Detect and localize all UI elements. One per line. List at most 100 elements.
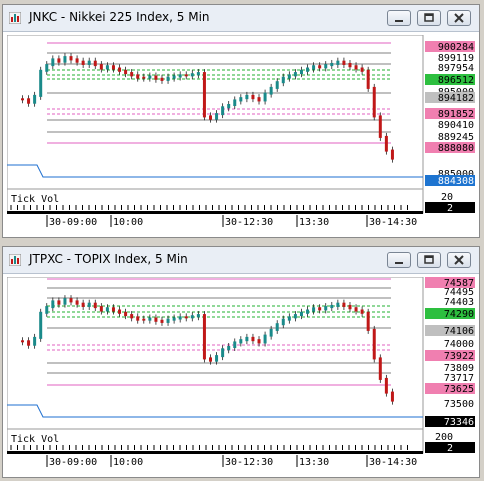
price-label: 74587 <box>444 278 474 289</box>
close-button[interactable] <box>447 252 471 268</box>
candle <box>287 74 291 79</box>
minimize-button[interactable] <box>387 10 411 26</box>
support-line <box>7 404 423 418</box>
candle <box>312 65 316 70</box>
candle <box>209 357 212 362</box>
candle <box>130 72 134 77</box>
restore-button[interactable] <box>417 10 441 26</box>
candle <box>45 64 49 72</box>
price-label-bg <box>425 92 475 103</box>
candle <box>306 309 310 314</box>
title-bar[interactable]: JNKC - Nikkei 225 Index, 5 Min <box>3 5 479 32</box>
candle <box>148 317 152 321</box>
candle <box>51 58 55 67</box>
minimize-icon <box>395 20 403 22</box>
candle <box>196 314 200 318</box>
price-label: 74000 <box>444 339 474 350</box>
candle <box>81 302 85 307</box>
candle <box>245 94 249 100</box>
candle <box>75 58 79 63</box>
candle <box>227 346 231 351</box>
candle <box>384 377 388 394</box>
candle <box>324 64 328 69</box>
minimize-icon <box>395 262 403 264</box>
candle <box>93 60 97 67</box>
candle <box>130 314 134 319</box>
restore-button[interactable] <box>417 252 441 268</box>
chart-window-topix[interactable]: JTPXC - TOPIX Index, 5 Min 74587 74495 744… <box>2 246 480 478</box>
price-label-bg <box>425 277 475 288</box>
candle <box>312 307 316 312</box>
candle <box>154 317 158 322</box>
candle <box>21 98 24 101</box>
price-label: 73625 <box>444 384 474 395</box>
candle <box>378 357 382 380</box>
candle <box>166 76 170 81</box>
chart-window-nikkei[interactable]: JNKC - Nikkei 225 Index, 5 Min 900284 899… <box>2 4 480 238</box>
candle <box>81 60 85 65</box>
candle <box>118 67 122 72</box>
time-label: 13:30 <box>299 217 329 228</box>
price-label-bg <box>425 383 475 394</box>
candle <box>239 97 243 102</box>
candle <box>160 319 164 323</box>
plot-area <box>7 35 424 214</box>
price-label: 885000 <box>438 169 474 180</box>
candle <box>281 76 285 84</box>
candle <box>63 298 67 305</box>
candle <box>105 65 109 70</box>
candle <box>354 307 358 312</box>
close-button[interactable] <box>447 10 471 26</box>
candle <box>384 135 388 152</box>
candle <box>202 72 206 118</box>
candle <box>63 56 67 63</box>
candle <box>336 302 340 307</box>
price-chart[interactable]: 9002848991198979548965128950008941828918… <box>7 35 477 233</box>
price-label: 74403 <box>444 297 474 308</box>
candle <box>39 69 43 97</box>
support-line <box>7 164 423 178</box>
candle <box>269 328 273 337</box>
price-label: 896512 <box>438 75 474 86</box>
tick-vol-label: Tick Vol <box>11 434 59 445</box>
candle <box>196 72 200 76</box>
price-label: 900284 <box>438 42 474 53</box>
minimize-button[interactable] <box>387 252 411 268</box>
candle <box>366 311 370 331</box>
candle <box>184 74 188 77</box>
candle <box>390 391 394 402</box>
candle <box>251 94 255 100</box>
chart-icon <box>9 254 21 266</box>
candle <box>342 302 346 307</box>
candle <box>93 302 97 309</box>
volume-current-bg <box>425 202 475 213</box>
volume-current-label: 2 <box>447 443 453 454</box>
candle <box>245 336 249 342</box>
price-label: 897954 <box>438 63 474 74</box>
candle <box>293 314 297 319</box>
candle <box>293 72 297 77</box>
time-label: 30-09:00 <box>49 457 97 468</box>
price-label-bg <box>425 175 475 186</box>
time-label: 10:00 <box>113 217 143 228</box>
candle <box>299 69 303 75</box>
candle <box>287 316 291 321</box>
window-title: JTPXC - TOPIX Index, 5 Min <box>29 252 188 266</box>
plot-area <box>7 277 424 454</box>
candle <box>142 318 146 321</box>
volume-baseline <box>7 211 423 214</box>
volume-current-bg <box>425 442 475 453</box>
candle <box>330 304 334 309</box>
price-label-bg <box>425 74 475 85</box>
price-label: 73922 <box>444 351 474 362</box>
candle <box>360 309 364 314</box>
price-label: 891852 <box>438 109 474 120</box>
candle <box>263 334 267 344</box>
candle <box>348 304 352 310</box>
candle <box>57 300 61 305</box>
price-label-bg <box>425 416 475 427</box>
price-label-bg <box>425 350 475 361</box>
title-bar[interactable]: JTPXC - TOPIX Index, 5 Min <box>3 247 479 274</box>
candle <box>99 64 103 70</box>
